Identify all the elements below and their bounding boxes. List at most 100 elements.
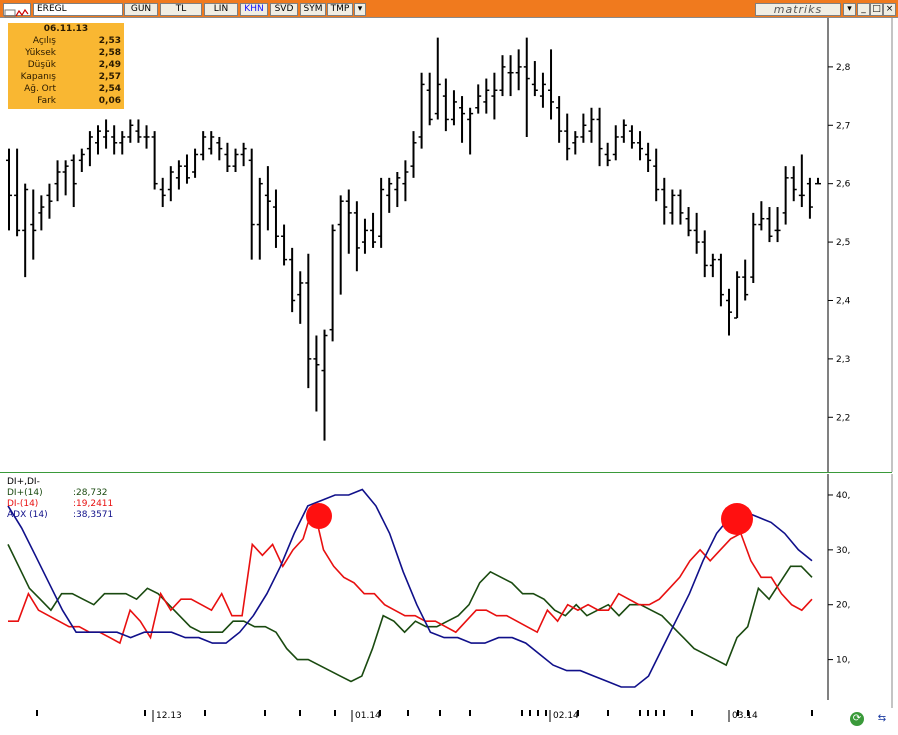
price-chart[interactable]: 2,8 2,7 2,6 2,5 2,4 2,3 2,2: [0, 18, 898, 472]
ohlc-bar: [103, 119, 110, 149]
scale-linear-button[interactable]: LIN: [204, 3, 238, 16]
ohlc-bar: [588, 107, 595, 143]
info-label: Açılış: [32, 36, 56, 46]
info-value: 2,54: [98, 84, 121, 94]
ohlc-bar: [272, 189, 279, 248]
y-tick-label: 10,: [836, 656, 850, 666]
ohlc-bar: [790, 166, 797, 202]
ohlc-bar: [548, 49, 555, 120]
info-row: Kapanış 2,57: [8, 71, 124, 83]
zoom-arrows-icon[interactable]: ⇆: [877, 713, 887, 724]
matriks-brand-logo: matriks: [755, 3, 841, 16]
indicator-series-line: [7, 488, 813, 688]
ohlc-bar: [281, 224, 288, 266]
ohlc-bar: [434, 37, 441, 120]
crossover-marker: [306, 503, 332, 529]
ohlc-bar: [628, 125, 635, 149]
ohlc-bar: [305, 253, 312, 389]
y-tick-label: 2,6: [836, 180, 851, 190]
close-icon[interactable]: ×: [883, 3, 896, 16]
x-tick-label: 12.13: [156, 711, 182, 721]
legend-name: DI-(14): [7, 499, 39, 509]
ohlc-bar: [248, 148, 255, 260]
ohlc-bar: [345, 189, 352, 254]
ohlc-bar: [240, 142, 247, 167]
ohlc-bar: [661, 177, 668, 225]
ohlc-bar: [685, 207, 692, 237]
x-tick-label: 03.14: [732, 711, 758, 721]
info-label: Fark: [37, 96, 56, 106]
ohlc-bar: [256, 177, 263, 260]
info-value: 2,58: [98, 48, 121, 58]
ohlc-bar: [637, 131, 644, 161]
ohlc-bar: [111, 125, 118, 155]
indicator-legend: DI+,DI- DI+(14):28,732 DI-(14):19,2411 A…: [7, 477, 113, 521]
ohlc-bar: [46, 183, 53, 219]
ohlc-bar: [669, 189, 676, 225]
period-day-button[interactable]: GUN: [124, 3, 158, 16]
maximize-icon[interactable]: □: [870, 3, 883, 16]
toolbar-dropdown-icon[interactable]: ▾: [354, 3, 366, 16]
ohlc-bar: [766, 207, 773, 243]
ohlc-bar: [370, 212, 377, 248]
ohlc-bar: [200, 131, 207, 161]
ohlc-bar: [94, 125, 101, 155]
y-tick-label: 2,7: [836, 121, 850, 131]
info-label: Düşük: [27, 60, 56, 70]
template-tmp-button[interactable]: TMP: [327, 3, 353, 16]
ohlc-bar: [232, 148, 239, 172]
refresh-icon[interactable]: ⟳: [850, 712, 864, 726]
indicator-chart[interactable]: 40, 30, 20, 10,: [0, 472, 898, 708]
ohlc-bar: [54, 160, 61, 202]
legend-name: DI+(14): [7, 488, 43, 498]
ohlc-bar: [224, 142, 231, 172]
ohlc-bar: [143, 125, 150, 149]
ohlc-bar: [475, 84, 482, 114]
info-value: 0,06: [98, 96, 121, 106]
chart-svd-button[interactable]: SVD: [270, 3, 298, 16]
indicator-title: DI+,DI-: [7, 477, 40, 487]
ohlc-bar: [531, 61, 538, 97]
menu-down-icon[interactable]: ▾: [843, 3, 856, 16]
symbol-sym-button[interactable]: SYM: [300, 3, 326, 16]
ohlc-bar: [539, 72, 546, 108]
ohlc-bar: [38, 195, 45, 231]
ohlc-bar: [86, 131, 93, 167]
ohlc-bar: [742, 259, 749, 301]
symbol-input[interactable]: EREGL: [33, 3, 123, 16]
info-value: 2,53: [98, 36, 121, 46]
ohlc-bar: [580, 113, 587, 143]
ohlc-bar: [208, 131, 215, 155]
ohlc-bar: [119, 131, 126, 155]
ohlc-bar: [653, 148, 660, 202]
ohlc-bar: [6, 148, 12, 231]
ohlc-bar: [459, 96, 466, 143]
ohlc-info-panel: 06.11.13 Açılış 2,53 Yüksek 2,58 Düşük 2,49…: [8, 23, 124, 109]
ohlc-bar: [645, 142, 652, 172]
ohlc-bar: [523, 37, 530, 137]
minimize-icon[interactable]: _: [857, 3, 870, 16]
ohlc-bar: [604, 142, 611, 167]
ohlc-bar: [62, 160, 69, 196]
ohlc-bar: [175, 160, 182, 190]
ohlc-bar: [151, 131, 158, 190]
currency-tl-button[interactable]: TL: [160, 3, 202, 16]
ohlc-bar: [491, 72, 498, 120]
ohlc-bar: [806, 177, 813, 219]
ohlc-bar: [612, 125, 619, 161]
app-logo-icon[interactable]: [3, 3, 31, 18]
legend-di-plus: DI+(14):28,732: [7, 488, 108, 499]
chart-type-khn-button[interactable]: KHN: [240, 3, 268, 16]
ohlc-bar: [572, 131, 579, 155]
ohlc-bar: [135, 119, 142, 143]
ohlc-bar: [337, 195, 344, 295]
ohlc-bar: [596, 107, 603, 167]
info-row: Yüksek 2,58: [8, 47, 124, 59]
info-date: 06.11.13: [43, 24, 89, 34]
ohlc-bar: [297, 271, 304, 324]
info-label: Ağ. Ort: [24, 84, 56, 94]
ohlc-bar: [815, 177, 821, 185]
ohlc-bar: [564, 113, 571, 161]
ohlc-bar: [378, 177, 385, 248]
ohlc-bar: [709, 253, 716, 278]
